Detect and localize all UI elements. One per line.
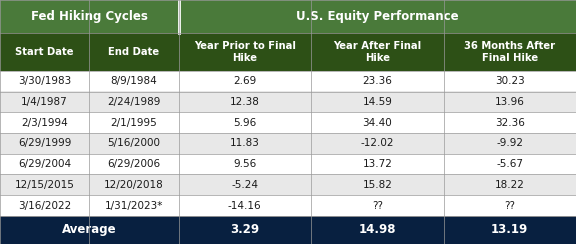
Text: 11.83: 11.83: [230, 138, 260, 148]
Text: 2/24/1989: 2/24/1989: [107, 97, 161, 107]
Text: 5.96: 5.96: [233, 118, 256, 128]
Text: 30.23: 30.23: [495, 76, 525, 86]
Text: End Date: End Date: [108, 47, 160, 57]
Text: 6/29/2004: 6/29/2004: [18, 159, 71, 169]
Text: 15.82: 15.82: [362, 180, 392, 190]
Text: 8/9/1984: 8/9/1984: [111, 76, 157, 86]
Bar: [0, 133, 576, 154]
Text: 1/31/2023*: 1/31/2023*: [105, 201, 163, 211]
Text: 14.59: 14.59: [362, 97, 392, 107]
Text: 2/3/1994: 2/3/1994: [21, 118, 68, 128]
Bar: [0, 154, 576, 174]
Text: 9.56: 9.56: [233, 159, 256, 169]
Bar: [444, 33, 576, 71]
Text: 23.36: 23.36: [362, 76, 392, 86]
Text: 13.96: 13.96: [495, 97, 525, 107]
Text: 5/16/2000: 5/16/2000: [107, 138, 161, 148]
Text: 2.69: 2.69: [233, 76, 256, 86]
Text: -5.24: -5.24: [232, 180, 258, 190]
Text: 14.98: 14.98: [358, 224, 396, 236]
Text: 13.19: 13.19: [491, 224, 528, 236]
Text: U.S. Equity Performance: U.S. Equity Performance: [296, 10, 458, 23]
Text: -14.16: -14.16: [228, 201, 262, 211]
Bar: [179, 0, 576, 33]
Text: ??: ??: [372, 201, 383, 211]
Text: 18.22: 18.22: [495, 180, 525, 190]
Text: Year After Final
Hike: Year After Final Hike: [334, 41, 421, 63]
Text: Fed Hiking Cycles: Fed Hiking Cycles: [31, 10, 147, 23]
Text: 13.72: 13.72: [362, 159, 392, 169]
Bar: [0, 216, 576, 244]
Bar: [89, 33, 179, 71]
Bar: [0, 0, 179, 33]
Text: Start Date: Start Date: [16, 47, 74, 57]
Text: 12/15/2015: 12/15/2015: [15, 180, 74, 190]
Bar: [311, 33, 444, 71]
Bar: [179, 33, 311, 71]
Text: Average: Average: [62, 224, 116, 236]
Bar: [0, 195, 576, 216]
Text: 36 Months After
Final Hike: 36 Months After Final Hike: [464, 41, 555, 63]
Text: 2/1/1995: 2/1/1995: [111, 118, 157, 128]
Text: 6/29/2006: 6/29/2006: [107, 159, 161, 169]
Text: 1/4/1987: 1/4/1987: [21, 97, 68, 107]
Text: 12.38: 12.38: [230, 97, 260, 107]
Bar: [0, 92, 576, 112]
Text: ??: ??: [504, 201, 516, 211]
Text: Year Prior to Final
Hike: Year Prior to Final Hike: [194, 41, 295, 63]
Text: 3/30/1983: 3/30/1983: [18, 76, 71, 86]
Text: 34.40: 34.40: [362, 118, 392, 128]
Bar: [0, 174, 576, 195]
Text: 3.29: 3.29: [230, 224, 259, 236]
Text: 32.36: 32.36: [495, 118, 525, 128]
Text: 6/29/1999: 6/29/1999: [18, 138, 71, 148]
Bar: [0, 71, 576, 92]
Bar: [0, 33, 89, 71]
Text: 3/16/2022: 3/16/2022: [18, 201, 71, 211]
Text: -12.02: -12.02: [361, 138, 394, 148]
Text: -5.67: -5.67: [497, 159, 523, 169]
Text: 12/20/2018: 12/20/2018: [104, 180, 164, 190]
Text: -9.92: -9.92: [497, 138, 523, 148]
Bar: [0, 112, 576, 133]
